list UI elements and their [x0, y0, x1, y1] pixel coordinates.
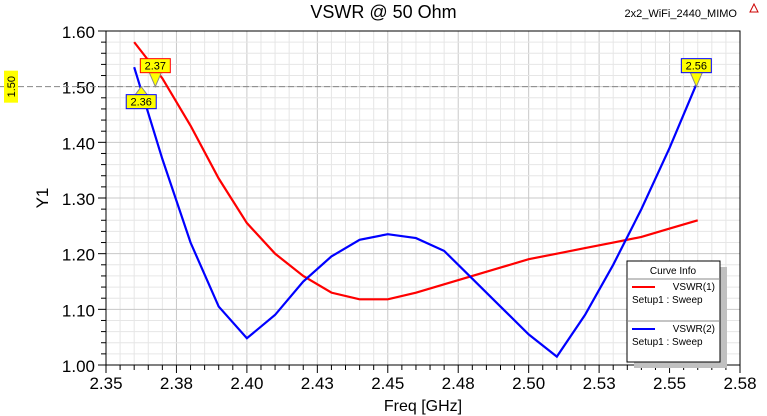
y-tick-label: 1.60: [62, 23, 95, 42]
x-tick-label: 2.53: [583, 374, 616, 393]
y-tick-label: 1.40: [62, 134, 95, 153]
chart-title: VSWR @ 50 Ohm: [310, 2, 457, 22]
marker-label: 2.36: [131, 97, 152, 109]
x-tick-label: 2.40: [230, 374, 263, 393]
reference-label: 1.50: [6, 76, 18, 97]
marker-pointer: [689, 72, 704, 88]
y-axis-label: Y1: [33, 188, 52, 209]
marker-pointer: [134, 85, 149, 96]
legend-title: Curve Info: [650, 266, 697, 277]
x-tick-label: 2.43: [301, 374, 334, 393]
y-tick-label: 1.30: [62, 190, 95, 209]
x-tick-label: 2.58: [723, 374, 756, 393]
legend-series-sub: Setup1 : Sweep: [632, 337, 703, 348]
legend-series-name: VSWR(2): [673, 324, 715, 335]
y-tick-label: 1.00: [62, 357, 95, 376]
series-line-2: [133, 66, 699, 359]
y-tick-label: 1.20: [62, 246, 95, 265]
x-tick-label: 2.48: [442, 374, 475, 393]
x-tick-label: 2.45: [371, 374, 404, 393]
marker-box: [125, 94, 157, 110]
x-tick-label: 2.55: [653, 374, 686, 393]
x-tick-label: 2.35: [89, 374, 122, 393]
reference-label-box: [4, 70, 18, 103]
series-line-1: [133, 41, 699, 301]
y-tick-label: 1.50: [62, 79, 95, 98]
marker-box: [139, 58, 171, 74]
legend-series-sub: Setup1 : Sweep: [632, 295, 703, 306]
project-name: 2x2_WiFi_2440_MIMO: [624, 8, 738, 20]
legend-series-name: VSWR(1): [673, 282, 715, 293]
x-tick-label: 2.38: [160, 374, 193, 393]
marker-label: 2.37: [145, 61, 166, 73]
x-tick-label: 2.50: [512, 374, 545, 393]
legend-box: [626, 260, 721, 363]
marker-box: [680, 58, 712, 74]
ansys-logo-icon: [749, 2, 759, 13]
x-axis-label: Freq [GHz]: [384, 398, 462, 415]
marker-label: 2.56: [686, 61, 707, 73]
marker-pointer: [148, 72, 163, 88]
y-tick-label: 1.10: [62, 301, 95, 320]
